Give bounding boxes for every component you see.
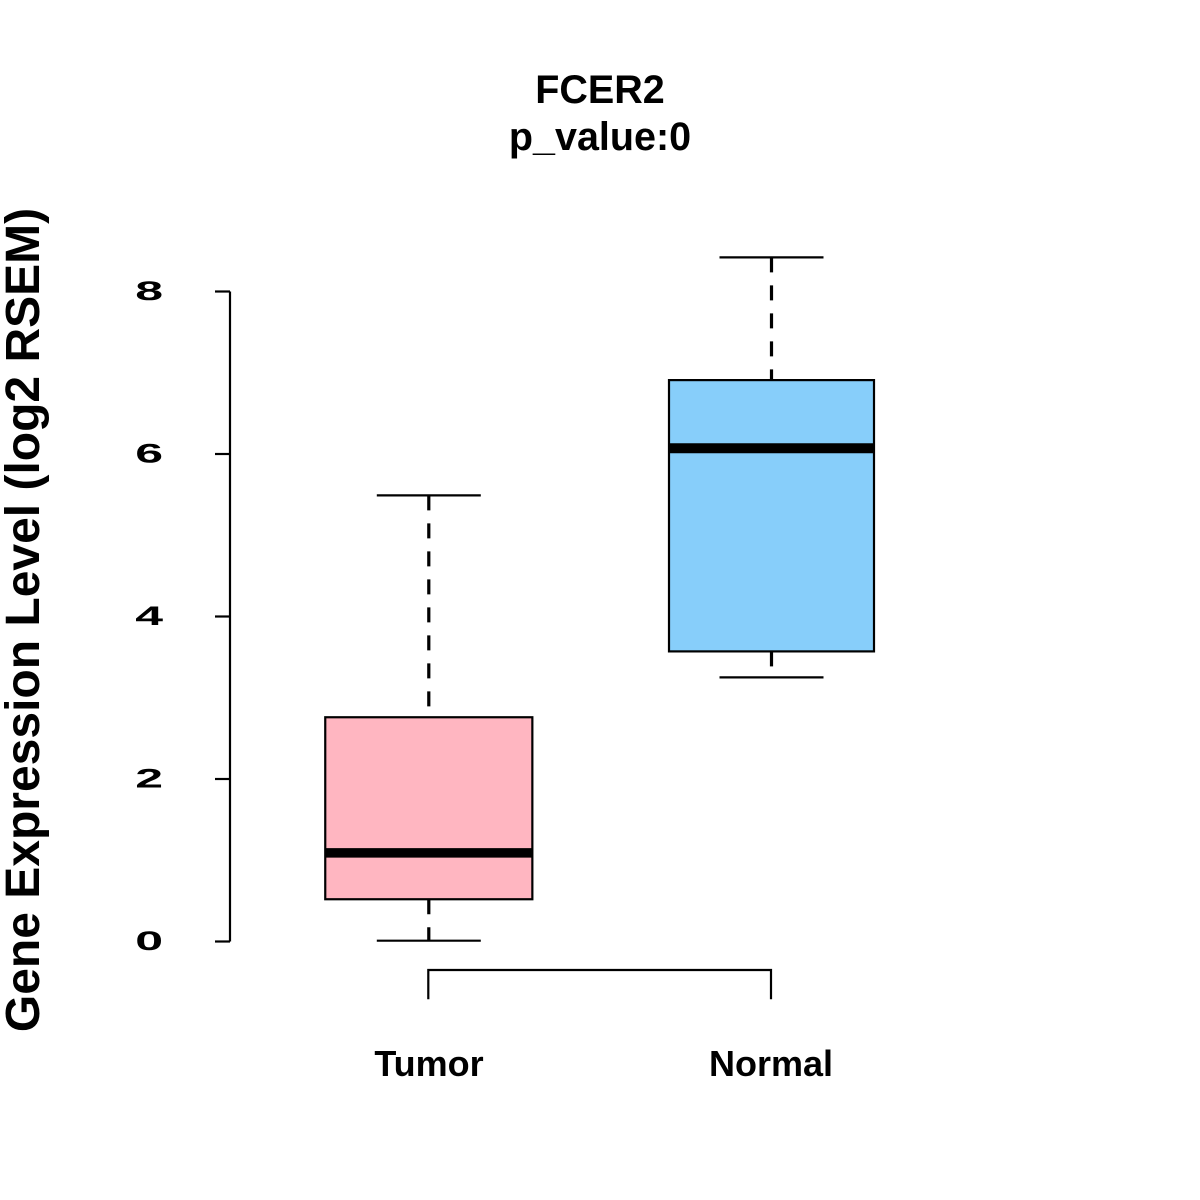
svg-text:2: 2 [135,763,163,793]
svg-text:6: 6 [135,438,163,468]
svg-text:p_value:0: p_value:0 [509,115,691,159]
svg-text:Gene Expression Level (log2 RS: Gene Expression Level (log2 RSEM) [0,208,50,1032]
svg-text:0: 0 [135,926,163,956]
svg-text:8: 8 [135,276,163,306]
svg-text:Normal: Normal [709,1043,833,1084]
svg-text:Tumor: Tumor [374,1043,483,1084]
svg-text:FCER2: FCER2 [535,68,665,112]
svg-text:4: 4 [135,601,164,631]
